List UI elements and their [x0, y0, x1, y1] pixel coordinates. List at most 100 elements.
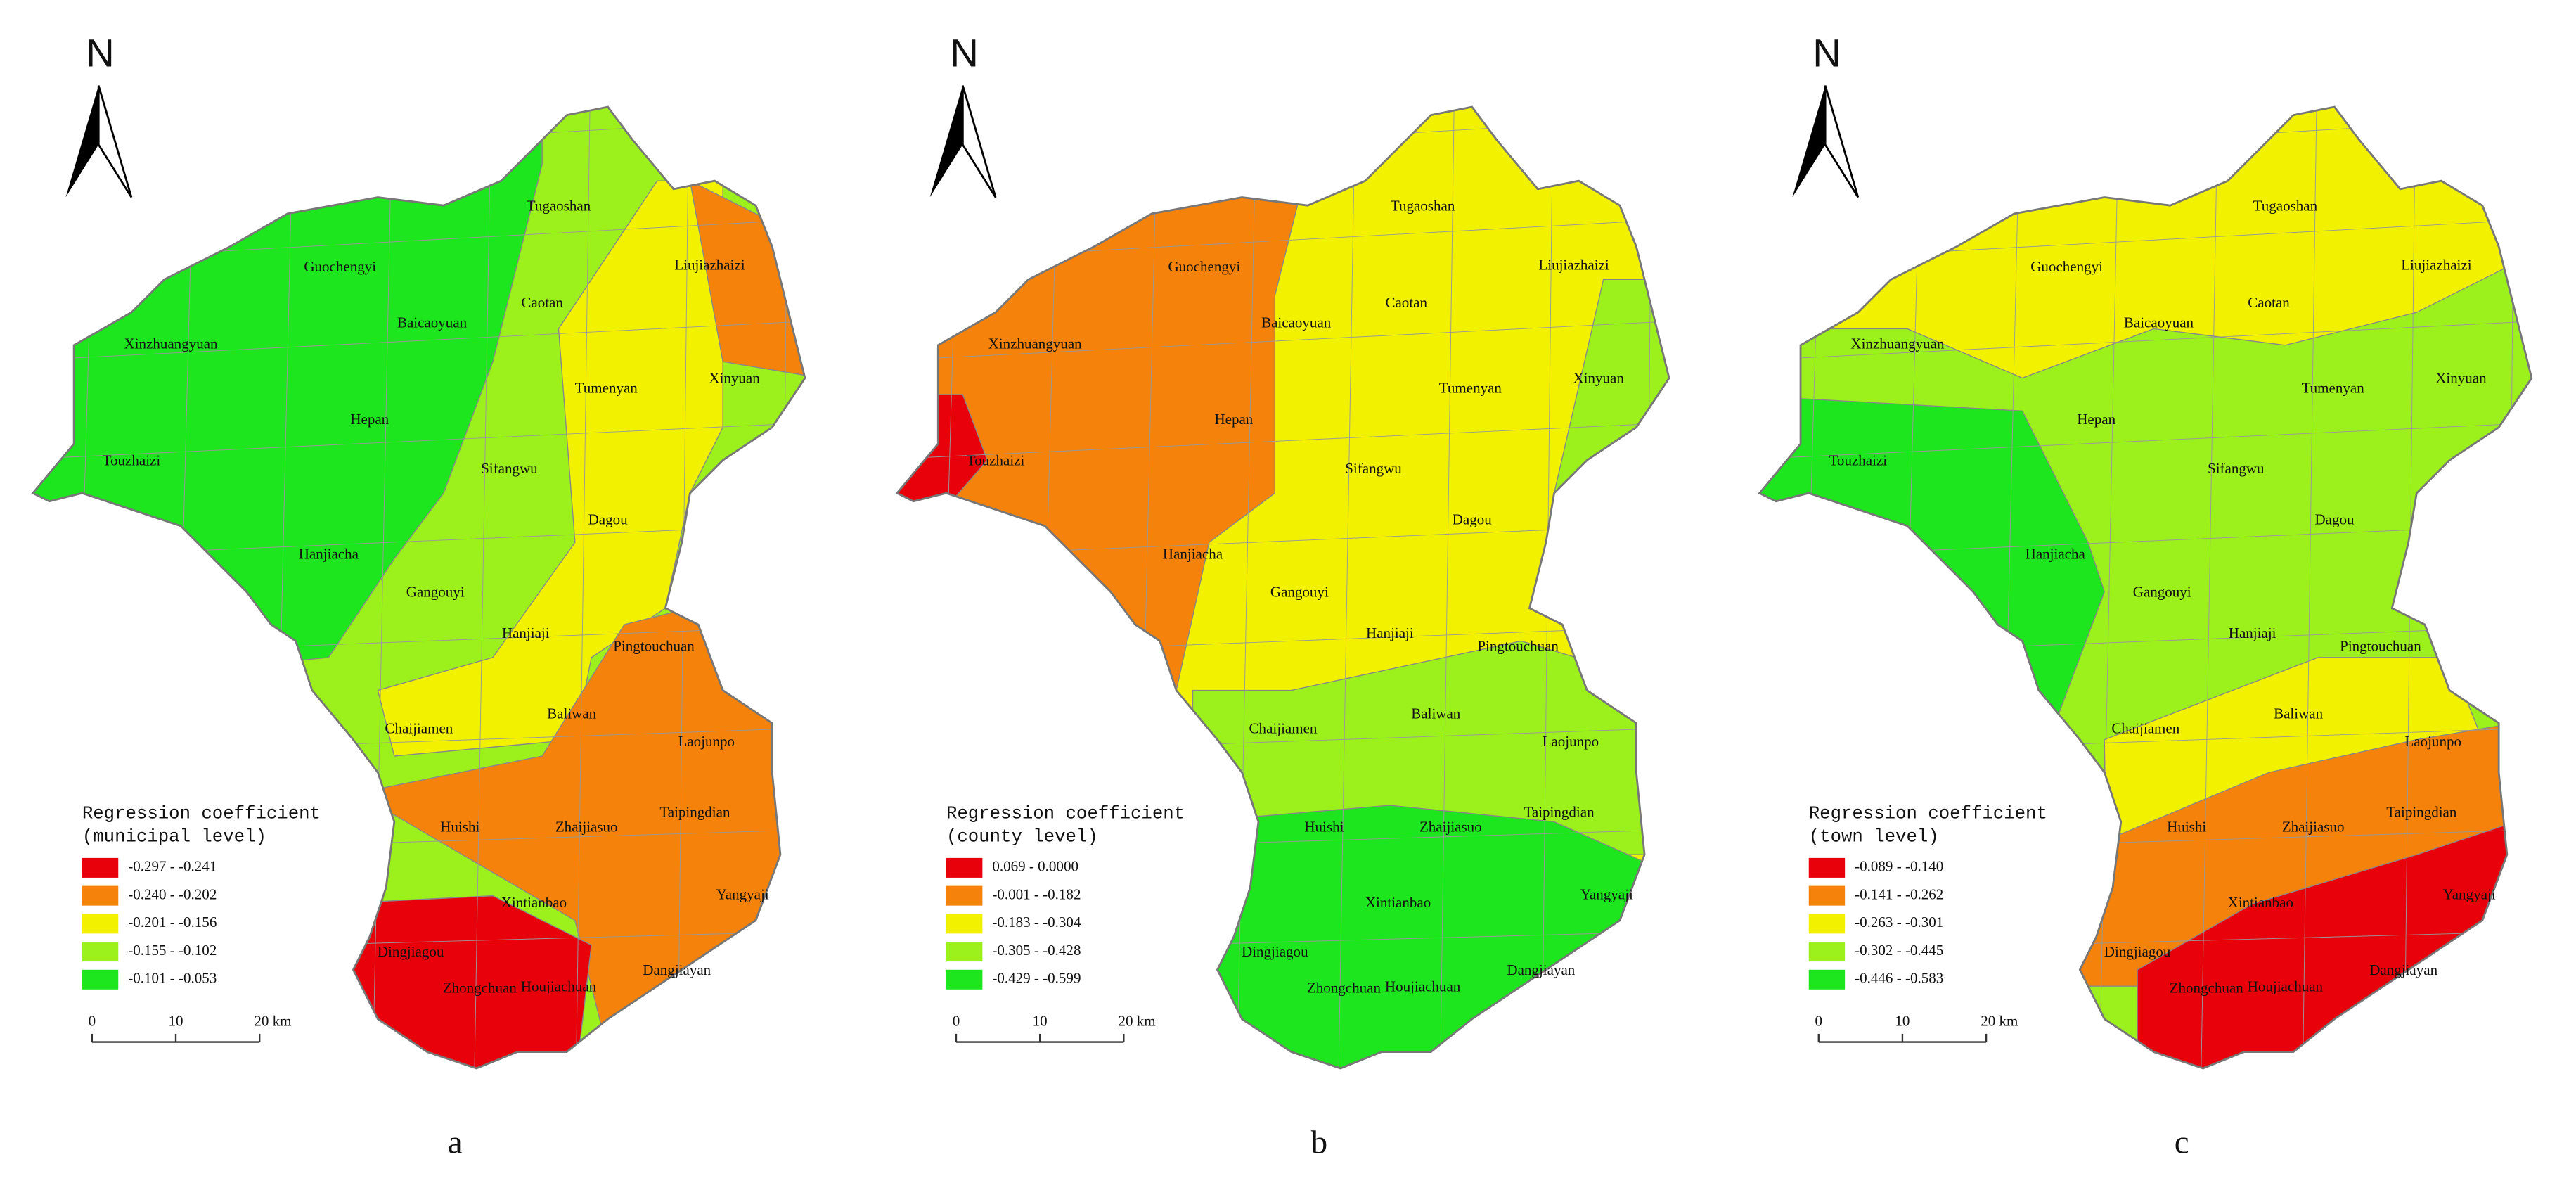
place-label: Touzhaizi [1829, 452, 1888, 469]
panel-letter: c [2175, 1125, 2189, 1161]
scale-label: 0 [89, 1012, 96, 1029]
north-arrow [1824, 85, 1860, 198]
place-label: Dangjiayan [1507, 961, 1575, 978]
map-panel: Tugaoshan Guochengyi Liujiazhaizi Caotan Bai… [31, 30, 806, 1161]
place-label: Taipingdian [2386, 804, 2457, 821]
place-label: Chaijiamen [2111, 719, 2179, 736]
place-label: Dagou [1453, 511, 1493, 528]
place-label: Zhaijiasuo [1419, 819, 1482, 836]
place-label: Caotan [521, 294, 563, 311]
place-label: Xinzhuangyuan [124, 335, 218, 352]
north-arrow [1792, 85, 1826, 198]
place-label: Hanjiaji [502, 625, 550, 641]
boundary [574, 106, 592, 1068]
legend-label: -0.297 - -0.241 [128, 858, 217, 875]
place-label: Liujiazhaizi [674, 256, 745, 273]
place-label: Guochengyi [1168, 258, 1240, 275]
legend-swatch [946, 942, 983, 962]
boundary [1642, 106, 1654, 1068]
place-label: Dagou [2314, 511, 2355, 528]
north-label: N [86, 30, 115, 75]
place-label: Xinzhuangyuan [988, 335, 1083, 352]
legend-label: -0.446 - -0.583 [1855, 970, 1943, 987]
place-label: Dangjiayan [2369, 961, 2437, 978]
legend-swatch [1808, 969, 1846, 990]
legend-label: -0.302 - -0.445 [1855, 942, 1943, 959]
place-label: Hanjiacha [1163, 546, 1223, 563]
place-label: Zhongchuan [443, 980, 517, 997]
place-label: Houjiachuan [2248, 978, 2324, 994]
place-label: Xinyuan [1573, 370, 1624, 387]
boundary [472, 106, 494, 1068]
place-label: Baliwan [547, 705, 597, 722]
boundary [32, 420, 805, 461]
legend-swatch [82, 885, 119, 906]
place-label: Chaijiamen [385, 719, 453, 736]
legend-title: (town level) [1809, 826, 1939, 847]
place-label: Gangouyi [1270, 583, 1329, 600]
boundary [1759, 115, 2532, 165]
legend-title: Regression coefficient [1809, 804, 2047, 824]
place-label: Sifangwu [481, 460, 538, 477]
place-label: Baicaoyuan [2124, 314, 2194, 331]
legend-label: -0.141 - -0.262 [1855, 885, 1943, 902]
place-label: Sifangwu [2208, 460, 2265, 477]
scale-label: 10 [1033, 1012, 1048, 1029]
scale-label: 10 [1895, 1012, 1910, 1029]
place-label: Tumenyan [2302, 380, 2365, 397]
scale-label: 20 km [1981, 1012, 2018, 1029]
legend-swatch [1808, 914, 1846, 934]
place-label: Hanjiacha [299, 546, 359, 563]
place-label: Huishi [1304, 819, 1344, 836]
place-label: Dingjiagou [1242, 943, 1308, 960]
place-label: Caotan [1385, 294, 1427, 311]
place-label: Baliwan [2274, 705, 2324, 722]
legend-swatch [946, 885, 983, 906]
place-label: Guochengyi [304, 258, 376, 275]
place-label: Dingjiagou [378, 943, 444, 960]
map-outline [1758, 105, 2533, 1070]
legend-label: -0.101 - -0.053 [128, 970, 217, 987]
north-label: N [1812, 30, 1841, 75]
place-label: Yangyaji [1580, 885, 1633, 902]
boundary [896, 318, 1670, 362]
place-label: Hanjiacha [2026, 546, 2086, 563]
place-label: Laojunpo [678, 733, 735, 750]
place-label: Tugaoshan [2253, 197, 2318, 214]
place-label: Tumenyan [1439, 380, 1502, 397]
place-label: Tumenyan [575, 380, 638, 397]
place-label: Zhongchuan [1307, 980, 1382, 997]
place-label: Xinzhuangyuan [1850, 335, 1945, 352]
north-arrow [961, 85, 997, 198]
place-label: Pingtouchuan [613, 638, 695, 655]
region [2071, 722, 2532, 987]
place-label: Guochengyi [2030, 258, 2103, 275]
place-label: Pingtouchuan [2340, 638, 2421, 655]
map-outline [31, 105, 806, 1070]
map-panel: Tugaoshan Guochengyi Liujiazhaizi Caotan Bai… [1758, 30, 2533, 1161]
boundary [1759, 420, 2532, 461]
legend-label: -0.263 - -0.301 [1855, 914, 1943, 930]
place-label: Gangouyi [2133, 583, 2191, 600]
boundary [896, 115, 1670, 165]
place-label: Houjiachuan [521, 978, 597, 994]
place-label: Zhaijiasuo [555, 819, 618, 836]
legend-swatch [82, 942, 119, 962]
legend-title: (county level) [946, 826, 1098, 847]
place-label: Baicaoyuan [1261, 314, 1332, 331]
panel-letter: b [1311, 1125, 1327, 1161]
place-label: Baliwan [1411, 705, 1461, 722]
place-label: Zhaijiasuo [2282, 819, 2345, 836]
place-label: Yangyaji [716, 885, 769, 902]
legend-swatch [946, 857, 983, 878]
place-label: Hanjiaji [2229, 625, 2276, 641]
boundary [32, 318, 805, 362]
boundary [2301, 106, 2319, 1068]
place-label: Xinyuan [709, 370, 760, 387]
north-arrow [929, 85, 963, 198]
place-label: Zhongchuan [2170, 980, 2244, 997]
place-label: Baicaoyuan [397, 314, 468, 331]
place-label: Xintianbao [501, 894, 567, 911]
legend-label: 0.069 - 0.0000 [992, 858, 1078, 875]
